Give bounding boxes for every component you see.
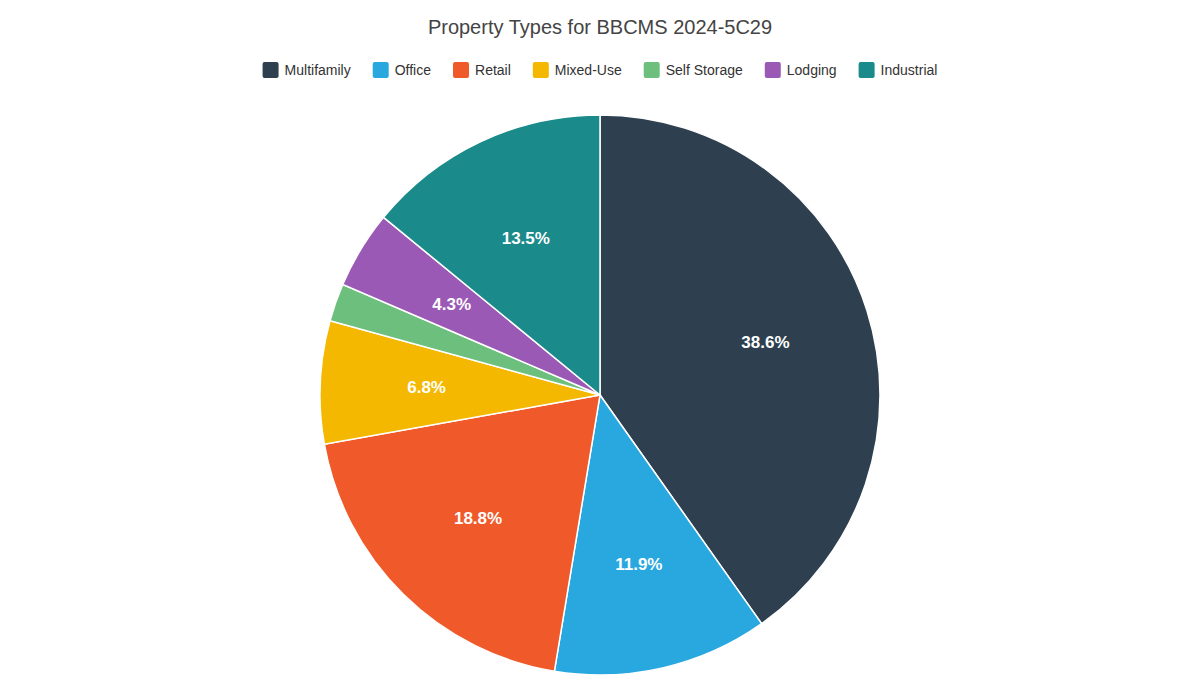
data-label: 4.3% [432, 295, 471, 314]
legend-label: Mixed-Use [555, 62, 622, 78]
legend-label: Self Storage [666, 62, 743, 78]
legend-item: Mixed-Use [533, 62, 622, 78]
legend-item: Retail [453, 62, 511, 78]
legend-label: Multifamily [285, 62, 351, 78]
legend-label: Office [395, 62, 432, 78]
legend-swatch [373, 62, 389, 78]
background [0, 0, 1200, 700]
legend-item: Office [373, 62, 432, 78]
data-labels: 38.6% 11.9% 18.8% 6.8% 4.3% 13.5% [407, 229, 789, 574]
legend-item: Lodging [765, 62, 837, 78]
data-label: 13.5% [502, 229, 550, 248]
data-label: 11.9% [615, 555, 662, 574]
pie-slice [384, 115, 600, 395]
legend-swatch [859, 62, 875, 78]
chart-container: Property Types for BBCMS 2024-5C29 Multif… [0, 0, 1200, 700]
legend-label: Lodging [787, 62, 837, 78]
legend: Multifamily Office Retail Mixed-Use Self Sto… [263, 62, 938, 78]
chart: Property Types for BBCMS 2024-5C29 Multif… [0, 0, 1200, 700]
legend-swatch [644, 62, 660, 78]
legend-item: Multifamily [263, 62, 351, 78]
legend-item: Self Storage [644, 62, 743, 78]
legend-swatch [533, 62, 549, 78]
data-label: 18.8% [454, 509, 502, 528]
legend-swatch [765, 62, 781, 78]
legend-label: Industrial [881, 62, 938, 78]
legend-swatch [263, 62, 279, 78]
data-label: 38.6% [741, 333, 789, 352]
legend-item: Industrial [859, 62, 938, 78]
title: Property Types for BBCMS 2024-5C29 [428, 16, 772, 38]
data-label: 6.8% [407, 378, 446, 397]
slices [320, 115, 880, 675]
legend-label: Retail [475, 62, 511, 78]
legend-swatch [453, 62, 469, 78]
